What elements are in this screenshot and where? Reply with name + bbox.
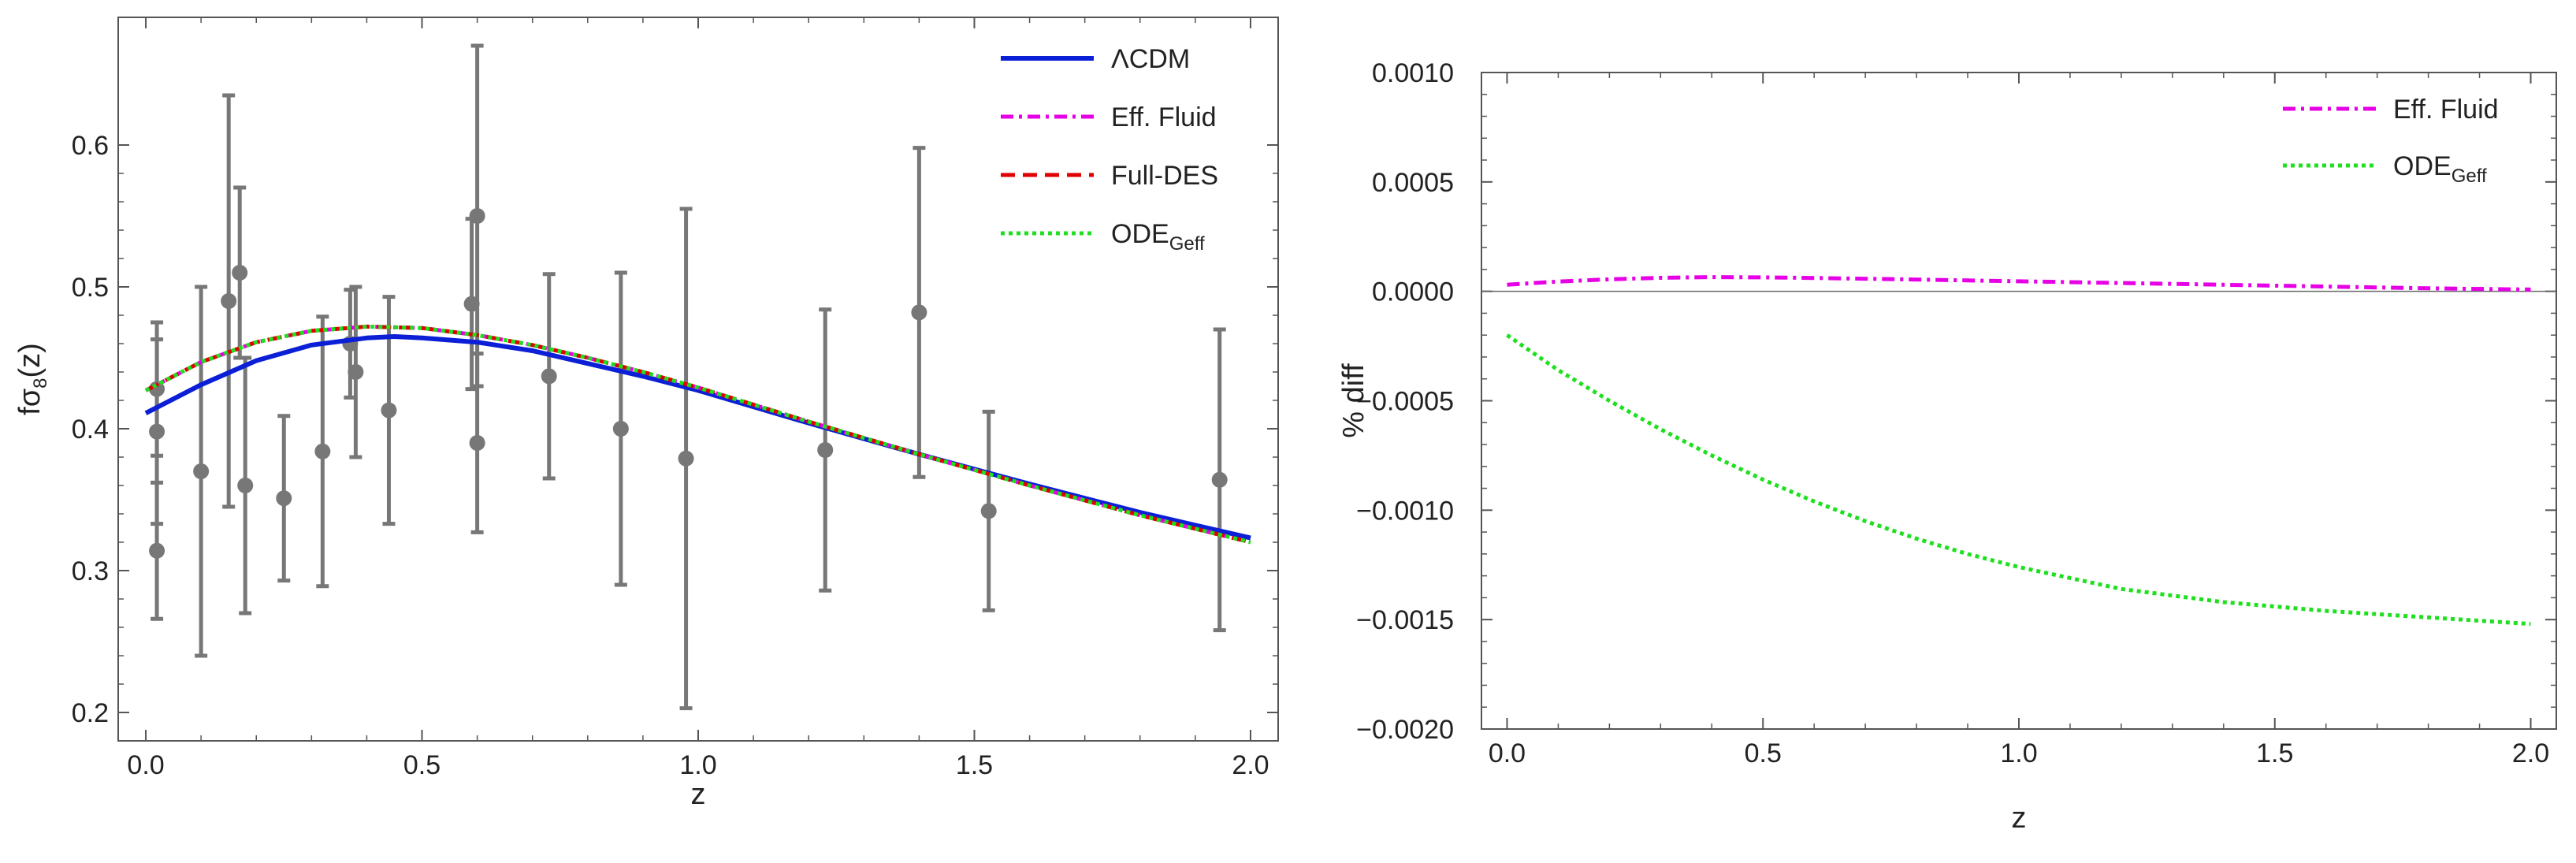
x-tick-label: 1.5 — [956, 750, 993, 780]
x-tick-label: 0.5 — [1745, 738, 1782, 768]
x-tick-label: 0.0 — [1489, 738, 1526, 768]
y-tick-label: −0.0020 — [1356, 715, 1454, 745]
data-point — [469, 435, 485, 451]
data-point — [232, 265, 248, 281]
legend-label-main: ΛCDM — [1111, 44, 1190, 74]
x-tick-label: 1.0 — [2000, 738, 2037, 768]
y-tick-label: 0.0010 — [1372, 58, 1454, 88]
data-point — [149, 542, 165, 559]
data-point — [541, 368, 557, 385]
legend-label-sub: Geff — [1169, 233, 1205, 255]
y-tick-label: −0.0010 — [1356, 496, 1454, 526]
x-tick-label: 2.0 — [2512, 738, 2549, 768]
data-point — [276, 490, 292, 507]
legend-label-main: Eff. Fluid — [1111, 102, 1217, 132]
legend-label: Eff. Fluid — [1111, 102, 1217, 132]
data-point — [911, 304, 927, 321]
x-tick-label: 0.0 — [127, 750, 164, 780]
data-point — [1211, 471, 1228, 488]
series-line — [144, 334, 1251, 541]
series-line — [144, 324, 1251, 545]
series-line — [1507, 275, 2531, 292]
chart-panel-2: 0.0 0.5 1.0 1.5 2.0 −0.0020 −0.0015 −0.0010 −0.0… — [1337, 58, 2557, 835]
y-tick-label: 0.3 — [72, 556, 109, 586]
legend-label-main: Eff. Fluid — [2393, 95, 2499, 125]
data-point — [678, 450, 694, 467]
x-tick-label: 1.0 — [679, 750, 716, 780]
y-axis-title-main: fσ — [13, 389, 46, 415]
x-tick-label: 2.0 — [1232, 750, 1269, 780]
plot-frame — [117, 17, 1279, 742]
y-axis-title-sub: 8 — [30, 378, 51, 388]
x-axis-title: z — [691, 778, 706, 811]
y-tick-label: 0.4 — [72, 415, 109, 445]
legend-label: ODEGeff — [2393, 151, 2487, 187]
data-point — [817, 442, 834, 458]
y-tick-label: −0.0005 — [1356, 387, 1454, 417]
series-line — [144, 324, 1251, 545]
x-axis-title: z — [2012, 802, 2027, 835]
legend-label-main: ODE — [2393, 151, 2451, 181]
legend-label: Eff. Fluid — [2393, 95, 2499, 125]
data-point — [469, 208, 485, 224]
y-tick-label: 0.0005 — [1372, 168, 1454, 198]
legend-label-main: Full-DES — [1111, 161, 1218, 191]
data-point — [381, 402, 397, 418]
y-axis-title: fσ8(z) — [13, 343, 51, 415]
legend-label: ODEGeff — [1111, 219, 1205, 255]
data-point — [149, 423, 165, 440]
data-point — [980, 503, 997, 519]
series-line — [1506, 333, 2531, 627]
data-point — [612, 421, 629, 437]
legend-label-sub: Geff — [2451, 166, 2487, 187]
legend-label: Full-DES — [1111, 161, 1218, 191]
y-tick-label: 0.2 — [72, 698, 109, 728]
data-point — [237, 478, 254, 493]
x-tick-label: 1.5 — [2256, 738, 2293, 768]
y-tick-label: 0.0000 — [1372, 277, 1454, 307]
data-point — [348, 364, 364, 380]
y-tick-label: −0.0015 — [1356, 605, 1454, 635]
chart-panel-1: 0.0 0.5 1.0 1.5 2.0 0.2 0.3 0.4 0.5 0.6 z fσ8(z) ΛCD… — [13, 17, 1279, 811]
y-tick-label: 0.6 — [72, 131, 109, 161]
legend-label: ΛCDM — [1111, 44, 1190, 74]
data-point — [193, 463, 210, 479]
series-line — [144, 324, 1251, 545]
y-axis-title-tail: (z) — [13, 343, 46, 378]
legend-label-main: ODE — [1111, 219, 1169, 249]
y-tick-label: 0.5 — [72, 273, 109, 303]
data-point — [314, 443, 331, 459]
y-axis-title: % diff — [1337, 363, 1370, 438]
x-tick-label: 0.5 — [403, 750, 440, 780]
data-point — [221, 293, 237, 309]
